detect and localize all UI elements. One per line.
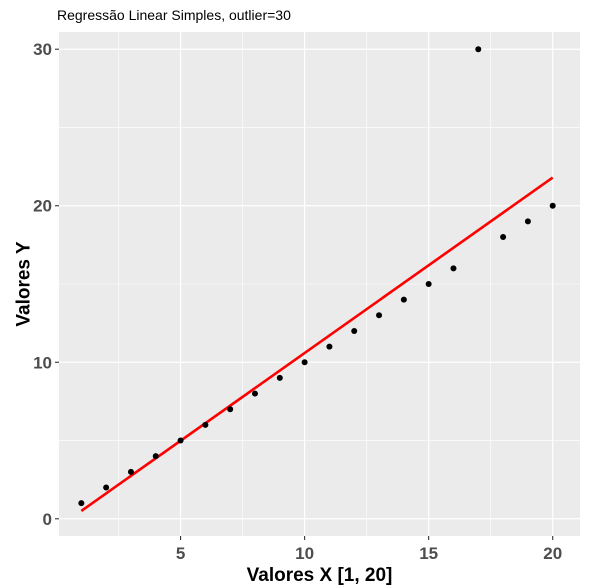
data-point <box>351 327 358 334</box>
y-axis-tick-labels: 0 10 20 30 <box>33 40 52 529</box>
axis-ticks <box>55 48 554 540</box>
data-point <box>276 374 283 381</box>
data-point <box>524 218 531 225</box>
data-point <box>152 453 159 460</box>
data-point <box>500 234 507 241</box>
data-point <box>78 500 85 507</box>
x-axis-tick-labels: 5 10 15 20 <box>176 544 562 563</box>
x-tick-label: 20 <box>543 544 562 563</box>
x-tick-label: 5 <box>176 544 185 563</box>
data-point <box>103 484 110 491</box>
data-point <box>127 468 134 475</box>
y-tick-label: 0 <box>43 510 52 529</box>
data-point <box>450 265 457 272</box>
y-tick-label: 10 <box>33 353 52 372</box>
chart-subtitle: Regressão Linear Simples, outlier=30 <box>57 7 291 23</box>
data-point <box>251 390 258 397</box>
y-axis-title: Valores Y <box>14 241 35 327</box>
data-point <box>376 312 383 319</box>
data-point <box>177 437 184 444</box>
data-point <box>549 202 556 209</box>
x-tick-label: 15 <box>419 544 438 563</box>
data-point <box>202 421 209 428</box>
data-point <box>400 296 407 303</box>
data-point <box>227 406 234 413</box>
data-points <box>78 46 556 507</box>
x-tick-label: 10 <box>295 544 314 563</box>
x-axis-title: Valores X [1, 20] <box>247 565 393 585</box>
data-point <box>475 46 482 53</box>
data-point <box>326 343 333 350</box>
minor-gridlines <box>59 32 580 536</box>
y-tick-label: 30 <box>33 40 52 59</box>
regression-line <box>80 176 554 513</box>
regression-line-group <box>80 176 554 513</box>
data-point <box>425 281 432 287</box>
data-point <box>301 359 308 366</box>
y-tick-label: 20 <box>33 197 52 216</box>
